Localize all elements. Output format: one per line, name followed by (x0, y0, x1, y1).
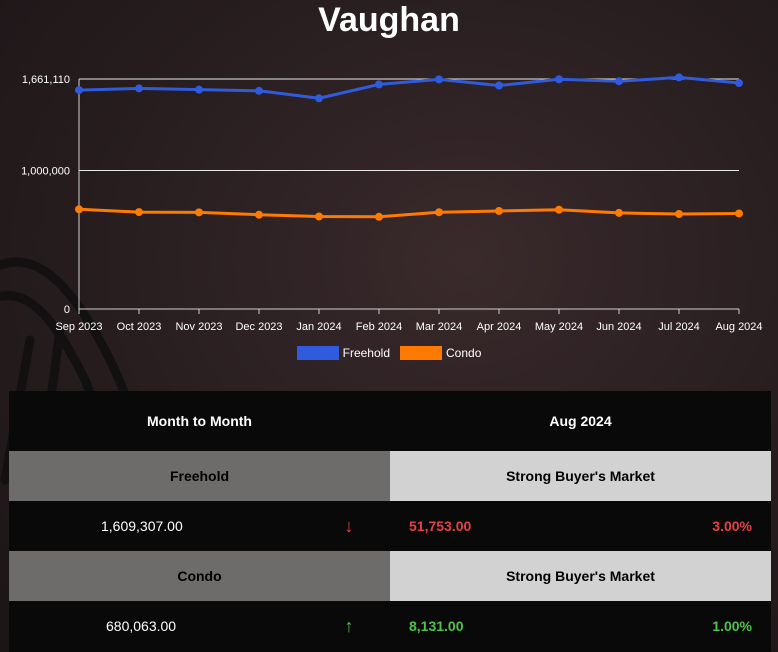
y-tick-label: 0 (64, 304, 70, 316)
x-tick-label: Nov 2023 (175, 321, 222, 333)
data-point-condo (735, 209, 743, 218)
x-tick-label: Mar 2024 (416, 321, 462, 333)
legend-item-condo[interactable]: Condo (400, 346, 481, 360)
y-tick-label: 1,000,000 (21, 166, 70, 178)
freehold-change: 51,753.00 (409, 518, 472, 534)
x-tick-label: Oct 2023 (117, 321, 162, 333)
condo-percent: 1.00% (712, 618, 752, 634)
data-point-freehold (75, 86, 83, 95)
line-chart: 0 1,000,000 1,661,110 Sep 2023 Oct 2023 Nov 2… (21, 73, 762, 333)
condo-data-row: 680,063.00 ↑ 8,131.00 1.00% (9, 601, 771, 651)
header-month: Aug 2024 (549, 413, 612, 429)
x-tick-label: Dec 2023 (235, 321, 282, 333)
legend-swatch-condo (400, 346, 442, 360)
data-point-freehold (435, 75, 443, 84)
data-point-condo (555, 205, 563, 214)
chart-legend: Freehold Condo (0, 346, 778, 360)
condo-market-status: Strong Buyer's Market (390, 551, 771, 601)
data-point-condo (615, 208, 623, 217)
x-tick-label: May 2024 (535, 321, 583, 333)
data-point-freehold (675, 73, 683, 82)
freehold-section-row: Freehold Strong Buyer's Market (9, 451, 771, 501)
x-tick-label: Feb 2024 (356, 321, 402, 333)
data-point-condo (135, 208, 143, 217)
data-point-freehold (135, 84, 143, 93)
freehold-data-row: 1,609,307.00 ↓ 51,753.00 3.00% (9, 501, 771, 551)
data-point-condo (495, 206, 503, 215)
x-tick-label: Apr 2024 (477, 321, 522, 333)
x-tick-label: Jan 2024 (296, 321, 341, 333)
arrow-down-icon: ↓ (344, 515, 354, 536)
condo-section-row: Condo Strong Buyer's Market (9, 551, 771, 601)
freehold-percent: 3.00% (712, 518, 752, 534)
arrow-up-icon: ↑ (344, 615, 354, 636)
freehold-value: 1,609,307.00 (101, 518, 183, 534)
condo-label: Condo (9, 551, 390, 601)
data-point-freehold (495, 81, 503, 90)
condo-change: 8,131.00 (409, 618, 464, 634)
table-header-row: Month to Month Aug 2024 (9, 391, 771, 451)
data-point-condo (435, 208, 443, 217)
data-point-freehold (615, 77, 623, 86)
legend-label-condo: Condo (446, 346, 482, 360)
header-month-to-month: Month to Month (147, 413, 252, 429)
data-point-freehold (315, 94, 323, 103)
legend-item-freehold[interactable]: Freehold (296, 346, 390, 360)
data-point-freehold (375, 80, 383, 89)
data-point-condo (75, 205, 83, 214)
x-tick-label: Aug 2024 (715, 321, 762, 333)
data-point-freehold (195, 85, 203, 94)
page-title: Vaughan (318, 1, 460, 39)
data-point-freehold (735, 79, 743, 88)
data-point-freehold (255, 86, 263, 95)
data-point-condo (315, 212, 323, 221)
x-tick-label: Jul 2024 (658, 321, 700, 333)
x-tick-label: Jun 2024 (596, 321, 641, 333)
market-table: Month to Month Aug 2024 Freehold Strong … (9, 391, 771, 652)
data-point-condo (195, 208, 203, 217)
legend-swatch-freehold (296, 346, 339, 360)
data-point-condo (255, 210, 263, 219)
data-point-condo (375, 212, 383, 221)
x-tick-label: Sep 2023 (55, 321, 102, 333)
freehold-market-status: Strong Buyer's Market (390, 451, 771, 501)
freehold-label: Freehold (9, 451, 390, 501)
y-tick-label: 1,661,110 (22, 74, 70, 86)
series-line-freehold (78, 75, 740, 100)
series-line-condo (78, 207, 740, 219)
data-point-condo (675, 210, 683, 219)
condo-value: 680,063.00 (106, 618, 177, 634)
data-point-freehold (555, 75, 563, 84)
legend-label-freehold: Freehold (342, 346, 390, 360)
